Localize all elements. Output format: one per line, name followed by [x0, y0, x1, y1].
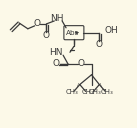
Text: /: / [77, 82, 79, 87]
Text: NH: NH [50, 14, 64, 24]
Text: CH₃: CH₃ [89, 89, 102, 95]
Text: CH₃: CH₃ [65, 89, 78, 95]
Text: HN: HN [49, 48, 62, 57]
Text: CH₃: CH₃ [101, 89, 114, 95]
Text: O: O [33, 19, 40, 28]
Text: O: O [53, 60, 60, 68]
Text: Abs: Abs [66, 30, 80, 36]
Text: O: O [43, 31, 50, 40]
Text: \: \ [100, 82, 102, 87]
Text: CH₃: CH₃ [81, 89, 94, 95]
FancyBboxPatch shape [64, 26, 84, 40]
Text: O: O [96, 40, 103, 49]
Text: O: O [77, 60, 84, 68]
Text: OH: OH [104, 26, 118, 35]
